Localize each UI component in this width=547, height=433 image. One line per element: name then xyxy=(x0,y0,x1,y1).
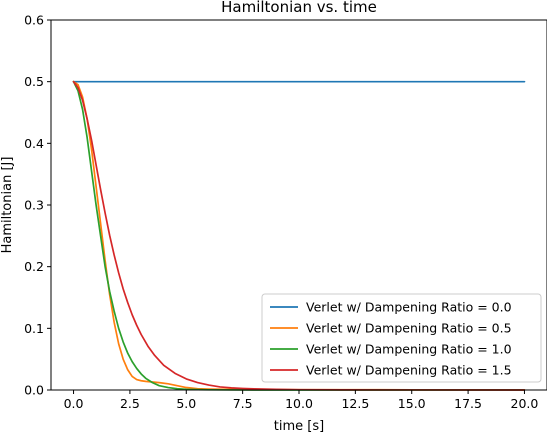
y-tick-label: 0.3 xyxy=(24,198,44,213)
legend-label-3: Verlet w/ Dampening Ratio = 1.5 xyxy=(306,363,512,378)
x-axis-ticks: 0.0 2.5 5.0 7.5 10.0 12.5 15.0 17.5 20.0 xyxy=(64,390,539,411)
y-tick-label: 0.5 xyxy=(24,74,44,89)
x-tick-label: 17.5 xyxy=(454,396,482,411)
x-tick-label: 20.0 xyxy=(511,396,539,411)
y-axis-label: Hamiltonian [J] xyxy=(0,157,15,254)
y-axis-ticks: 0.0 0.1 0.2 0.3 0.4 0.5 0.6 xyxy=(24,13,51,398)
x-tick-label: 5.0 xyxy=(176,396,196,411)
x-axis-label: time [s] xyxy=(274,419,324,433)
y-tick-label: 0.1 xyxy=(24,321,44,336)
x-tick-label: 2.5 xyxy=(120,396,140,411)
y-tick-label: 0.6 xyxy=(24,13,44,28)
y-tick-label: 0.0 xyxy=(24,383,44,398)
chart-title: Hamiltonian vs. time xyxy=(221,0,377,16)
x-tick-label: 12.5 xyxy=(341,396,369,411)
x-tick-label: 7.5 xyxy=(233,396,253,411)
y-tick-label: 0.4 xyxy=(24,136,44,151)
legend-label-0: Verlet w/ Dampening Ratio = 0.0 xyxy=(306,300,512,315)
legend: Verlet w/ Dampening Ratio = 0.0 Verlet w/… xyxy=(261,293,542,383)
legend-label-2: Verlet w/ Dampening Ratio = 1.0 xyxy=(306,342,512,357)
x-tick-label: 0.0 xyxy=(64,396,84,411)
series-line-3 xyxy=(72,80,526,391)
y-tick-label: 0.2 xyxy=(24,259,44,274)
x-tick-label: 10.0 xyxy=(285,396,313,411)
legend-label-1: Verlet w/ Dampening Ratio = 0.5 xyxy=(306,321,512,336)
legend-box xyxy=(261,293,542,383)
x-tick-label: 15.0 xyxy=(398,396,426,411)
